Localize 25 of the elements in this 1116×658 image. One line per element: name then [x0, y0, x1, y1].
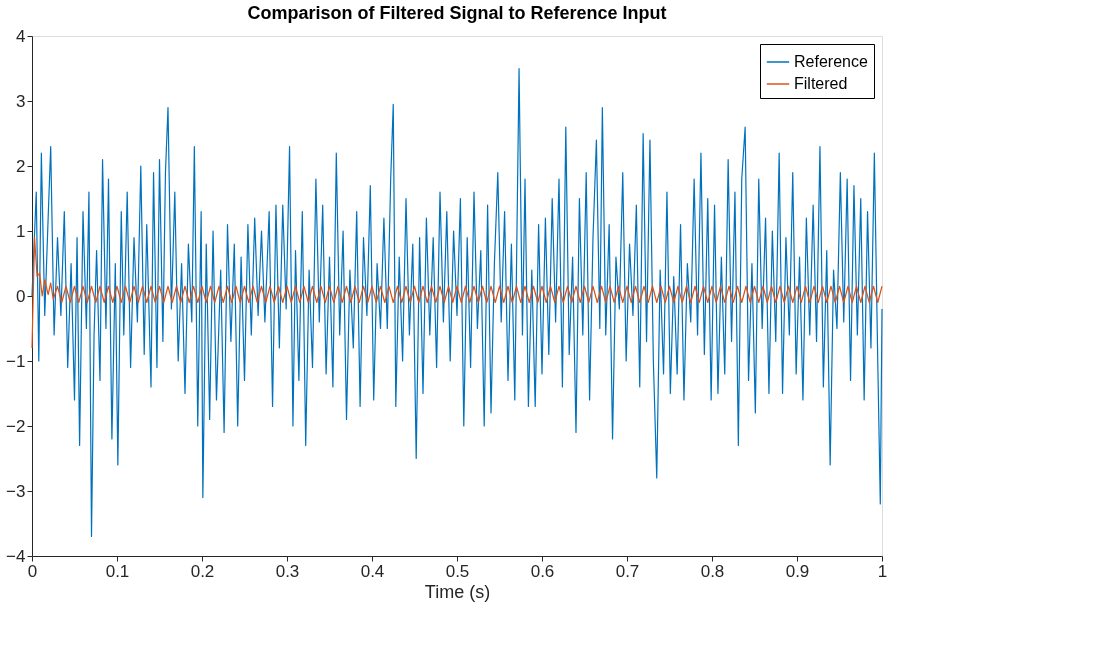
- legend-label: Filtered: [794, 75, 848, 92]
- line-series: [31, 236, 883, 349]
- y-tick-label: 1: [16, 221, 26, 241]
- y-tick-label: 4: [16, 26, 26, 46]
- y-tick-label: −2: [6, 416, 26, 436]
- y-tick-label: −3: [6, 481, 26, 501]
- x-axis-title: Time (s): [424, 581, 491, 602]
- x-tick-label: 0.5: [445, 561, 470, 581]
- x-tick-label: 1: [877, 561, 888, 581]
- x-tick-label: 0.2: [190, 561, 215, 581]
- x-tick-label: 0.4: [360, 561, 385, 581]
- y-tick-label: −4: [6, 546, 26, 566]
- x-tick-label: 0.3: [275, 561, 300, 581]
- x-tick-label: 0.7: [615, 561, 640, 581]
- y-tick-label: 0: [16, 286, 26, 306]
- x-tick-label: 0.8: [700, 561, 725, 581]
- x-tick-label: 0.9: [785, 561, 810, 581]
- legend-label: Reference: [794, 53, 868, 70]
- line-series: [31, 67, 883, 538]
- chart-title: Comparison of Filtered Signal to Reference Input: [247, 3, 667, 23]
- x-tick-label: 0.1: [105, 561, 130, 581]
- y-tick-label: 3: [16, 91, 26, 111]
- x-tick-label: 0.6: [530, 561, 555, 581]
- y-tick-label: 2: [16, 156, 26, 176]
- y-tick-label: −1: [6, 351, 26, 371]
